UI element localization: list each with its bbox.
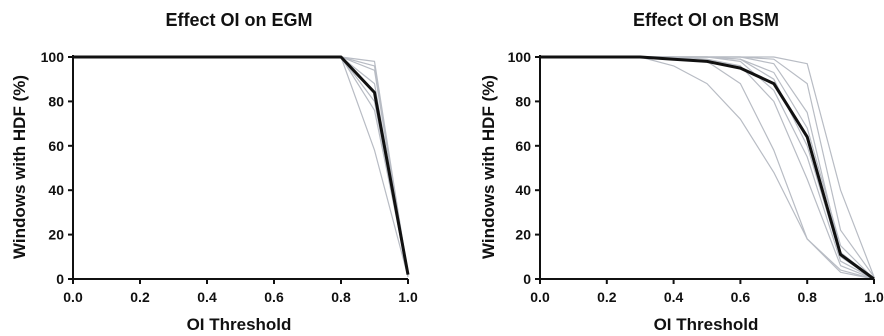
x-tick-label: 0.4	[664, 289, 684, 305]
axis-ticks: 0.0 0.2 0.4 0.6 0.8 1.0 0 20 40 60 80 100	[41, 49, 418, 305]
chart-title: Effect OI on BSM	[633, 10, 779, 30]
y-tick-label: 20	[515, 227, 531, 243]
series-line-2	[73, 56, 409, 275]
y-tick-label: 40	[515, 182, 531, 198]
series-line-6	[73, 56, 409, 275]
x-tick-label: 0.2	[597, 289, 617, 305]
series-lines	[540, 55, 875, 281]
x-tick-label: 0.6	[264, 289, 284, 305]
series-line-1	[540, 56, 875, 280]
mean-series-line	[73, 55, 410, 275]
y-tick-label: 100	[508, 49, 532, 65]
mean-series-line	[540, 55, 875, 281]
y-tick-label: 60	[48, 138, 64, 154]
y-tick-label: 60	[515, 138, 531, 154]
series-line-3	[73, 56, 409, 277]
y-tick-label: 20	[48, 227, 64, 243]
y-tick-label: 40	[48, 182, 64, 198]
series-line-4	[540, 56, 875, 280]
x-axis-label: OI Threshold	[187, 315, 292, 334]
chart-panel-bsm: Effect OI on BSM Windows with HDF (%) OI…	[479, 10, 884, 334]
y-tick-label: 80	[515, 93, 531, 109]
y-tick-label: 100	[41, 49, 65, 65]
x-axis-label: OI Threshold	[654, 315, 759, 334]
x-tick-label: 0.0	[63, 289, 83, 305]
series-lines	[73, 55, 410, 277]
y-axis-label: Windows with HDF (%)	[10, 75, 29, 259]
series-line-7	[73, 56, 409, 277]
series-line-4	[73, 56, 409, 275]
axis-ticks: 0.0 0.2 0.4 0.6 0.8 1.0 0 20 40 60 80 100	[508, 49, 884, 305]
y-tick-label: 0	[523, 271, 531, 287]
chart-title: Effect OI on EGM	[165, 10, 312, 30]
y-tick-label: 0	[56, 271, 64, 287]
x-tick-label: 0.8	[797, 289, 817, 305]
chart-panel-egm: Effect OI on EGM Windows with HDF (%) OI…	[10, 10, 418, 334]
x-tick-label: 0.4	[197, 289, 217, 305]
x-tick-label: 0.0	[530, 289, 550, 305]
y-axis-label: Windows with HDF (%)	[479, 75, 498, 259]
series-line-2	[540, 56, 875, 280]
x-tick-label: 0.2	[130, 289, 150, 305]
x-tick-label: 0.6	[731, 289, 751, 305]
x-tick-label: 1.0	[864, 289, 884, 305]
series-line-3	[540, 56, 875, 280]
series-line-1	[73, 56, 409, 275]
series-line-6	[540, 56, 875, 278]
series-line-5	[540, 56, 875, 278]
y-tick-label: 80	[48, 93, 64, 109]
series-line-7	[540, 56, 875, 280]
x-tick-label: 1.0	[398, 289, 418, 305]
x-tick-label: 0.8	[331, 289, 351, 305]
series-line-5	[73, 56, 409, 277]
series-line-9	[540, 56, 875, 280]
series-line-8	[540, 56, 875, 280]
